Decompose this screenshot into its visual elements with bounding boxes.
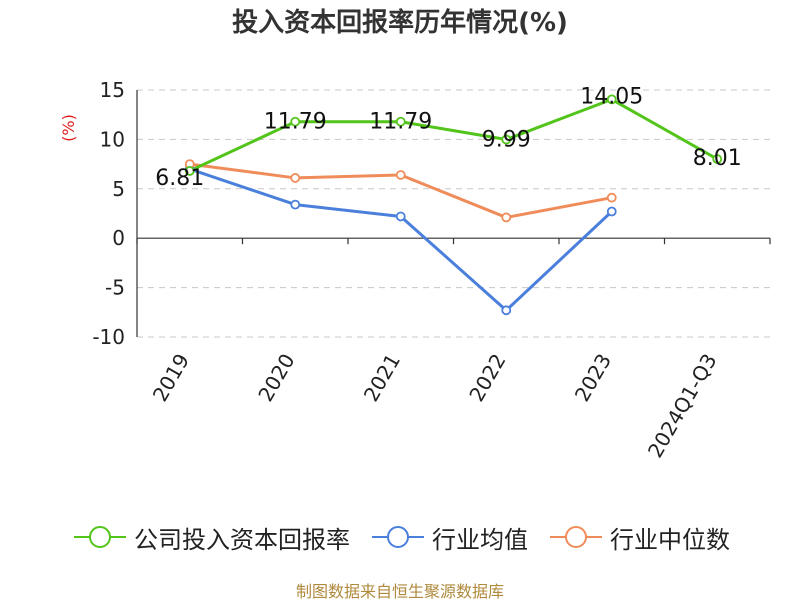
y-tick-label: -5	[105, 276, 125, 300]
x-tick-label: 2020	[253, 350, 299, 406]
data-point	[290, 173, 301, 183]
data-point	[606, 192, 617, 203]
data-label: 6.81	[155, 166, 204, 191]
data-label: 11.79	[264, 110, 327, 135]
data-label: 14.05	[580, 84, 643, 109]
legend: 公司投入资本回报率 行业均值 行业中位数	[0, 519, 800, 559]
data-points	[184, 94, 723, 316]
y-tick-label: 15	[100, 78, 125, 102]
y-axis-label: (%)	[59, 114, 78, 142]
legend-item: 行业中位数	[548, 519, 730, 555]
legend-item: 公司投入资本回报率	[72, 519, 350, 555]
data-point	[290, 199, 301, 210]
data-point	[501, 134, 512, 145]
x-tick-label: 2019	[148, 350, 194, 406]
legend-label: 公司投入资本回报率	[134, 525, 350, 554]
legend-item: 行业均值	[370, 519, 528, 555]
grid-lines	[137, 89, 770, 338]
legend-swatch-marker	[387, 526, 409, 548]
x-tick-label: 2024Q1-Q3	[643, 350, 722, 462]
legend-label: 行业均值	[432, 525, 528, 554]
data-label: 9.99	[482, 127, 531, 152]
y-tick-labels: 15 10 5 0 -5 -10	[92, 78, 125, 349]
x-tick-labels: 2019 2020 2021 2022 2023 2024Q1-Q3	[148, 350, 722, 462]
data-label: 8.01	[693, 146, 742, 171]
data-point	[606, 94, 617, 105]
data-point	[501, 305, 512, 316]
x-tick-label: 2021	[359, 350, 405, 406]
legend-swatch-marker	[565, 526, 587, 548]
legend-swatch	[372, 526, 424, 548]
x-tick-label: 2022	[464, 350, 510, 406]
data-point	[184, 166, 195, 176]
data-label: 11.79	[369, 110, 432, 135]
legend-swatch	[550, 526, 602, 548]
data-point	[712, 154, 723, 164]
series-line-0	[189, 97, 718, 173]
data-point	[395, 170, 406, 180]
data-point	[290, 116, 301, 127]
data-labels: 6.81 11.79 11.79 9.99 14.05 8.01	[155, 84, 741, 191]
source-note: 制图数据来自恒生聚源数据库	[295, 582, 504, 601]
chart-title: 投入资本回报率历年情况(%)	[232, 8, 568, 38]
y-tick-label: 10	[100, 127, 125, 151]
legend-label: 行业中位数	[610, 525, 730, 554]
data-point	[395, 116, 406, 127]
y-tick-label: 5	[112, 177, 125, 201]
series-line-1	[189, 167, 613, 312]
legend-swatch-marker	[89, 526, 111, 548]
data-point	[606, 206, 617, 217]
axes	[136, 90, 771, 337]
y-tick-label: 0	[112, 226, 125, 250]
data-point	[395, 211, 406, 222]
y-tick-label: -10	[92, 325, 125, 349]
data-point	[501, 212, 512, 223]
legend-swatch	[74, 526, 126, 548]
x-tick-label: 2023	[570, 350, 616, 406]
